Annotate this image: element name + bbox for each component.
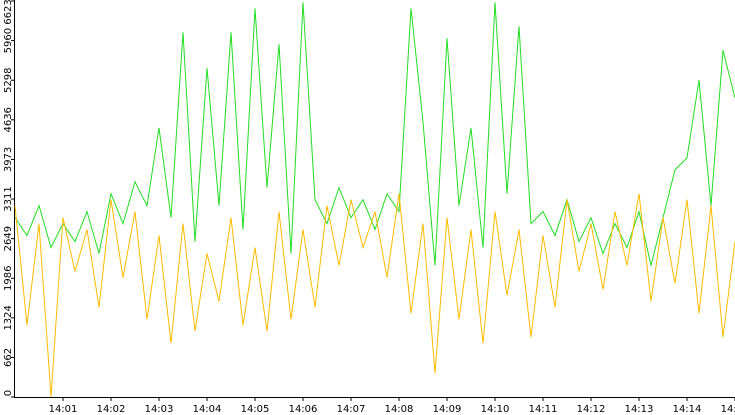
x-tick-label: 14:05	[241, 404, 270, 415]
y-tick-label: 4636	[3, 107, 14, 132]
x-tick-label: 14:04	[193, 404, 222, 415]
x-tick-label: 14:08	[385, 404, 414, 415]
y-tick-label: 662	[3, 348, 14, 367]
x-tick-label: 14:06	[289, 404, 318, 415]
y-tick-label: 6623	[3, 0, 14, 25]
y-tick-label: 0	[3, 390, 14, 396]
x-tick-label: 14:11	[529, 404, 558, 415]
y-tick-label: 3973	[3, 147, 14, 172]
x-tick-label: 14:01	[49, 404, 78, 415]
series-line	[14, 2, 735, 266]
y-tick-label: 2649	[3, 226, 14, 251]
x-tick-label: 14:14	[673, 404, 702, 415]
x-tick-label: 14:09	[433, 404, 462, 415]
x-tick-label: 14:10	[481, 404, 510, 415]
y-tick-label: 5960	[3, 28, 14, 53]
x-tick-label: 14:13	[625, 404, 654, 415]
series-line	[14, 193, 735, 398]
y-tick-label: 1324	[3, 305, 14, 330]
x-tick-label: 14:07	[337, 404, 366, 415]
x-tick-label: 14:02	[97, 404, 126, 415]
x-tick-label: 14:12	[577, 404, 606, 415]
x-tick-label: 14:15	[721, 404, 735, 415]
y-tick-label: 1986	[3, 266, 14, 291]
y-tick-label: 3311	[3, 186, 14, 211]
y-tick-label: 5298	[3, 67, 14, 92]
x-tick-label: 14:03	[145, 404, 174, 415]
